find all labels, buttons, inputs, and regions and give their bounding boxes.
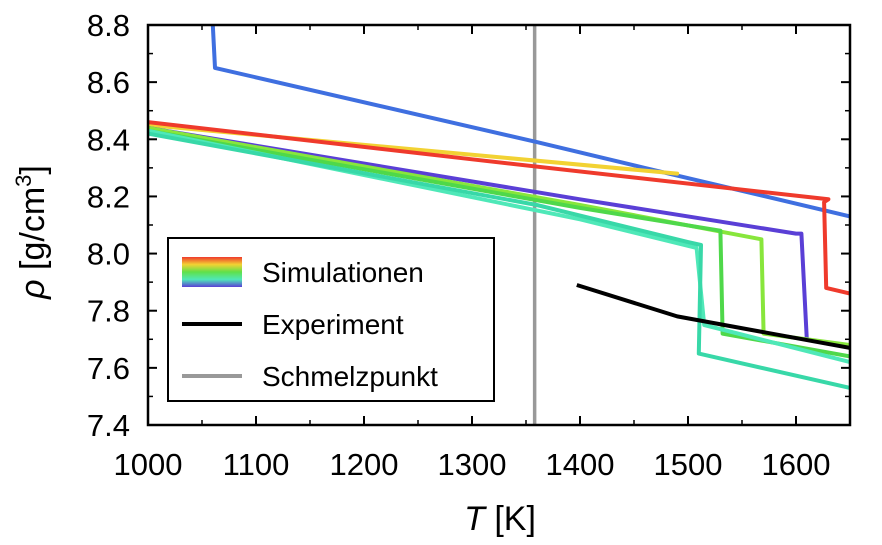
x-tick-label-1600: 1600 xyxy=(762,447,831,482)
y-tick-label-2: 7.8 xyxy=(87,294,130,329)
simulation-series-4 xyxy=(148,125,809,342)
x-tick-label-1000: 1000 xyxy=(114,447,183,482)
y-tick-label-3: 8.0 xyxy=(87,237,130,272)
axis-ticks: 1000 1100 1200 1300 1400 1500 1600 7.4 7.6 7.8 8.0… xyxy=(87,8,850,482)
y-axis-label: ρ [g/cm3] xyxy=(11,165,52,300)
x-tick-label-1100: 1100 xyxy=(223,447,290,482)
simulation-series-8 xyxy=(148,131,850,390)
simulation-series-3 xyxy=(148,120,850,296)
simulation-series-1 xyxy=(210,25,850,219)
x-tick-label-1400: 1400 xyxy=(546,447,615,482)
experiment-series xyxy=(576,283,850,350)
legend-swatch-simulations xyxy=(182,257,242,287)
x-tick-label-1300: 1300 xyxy=(438,447,507,482)
y-tick-label-7: 8.8 xyxy=(87,8,130,43)
legend: Simulationen Experiment Schmelzpunkt xyxy=(167,237,495,402)
y-tick-label-0: 7.4 xyxy=(87,408,130,443)
plot-area xyxy=(148,25,850,425)
x-tick-label-1500: 1500 xyxy=(654,447,723,482)
y-tick-label-5: 8.4 xyxy=(87,122,130,157)
y-tick-label-6: 8.6 xyxy=(87,65,130,100)
legend-label-simulationen: Simulationen xyxy=(262,257,424,288)
legend-label-experiment: Experiment xyxy=(262,309,404,340)
y-tick-label-1: 7.6 xyxy=(87,351,130,386)
x-axis-label: T [K] xyxy=(464,500,536,538)
y-tick-label-4: 8.2 xyxy=(87,179,130,214)
simulation-series-7 xyxy=(148,128,850,365)
legend-label-schmelzpunkt: Schmelzpunkt xyxy=(262,361,438,392)
x-tick-label-1200: 1200 xyxy=(330,447,399,482)
